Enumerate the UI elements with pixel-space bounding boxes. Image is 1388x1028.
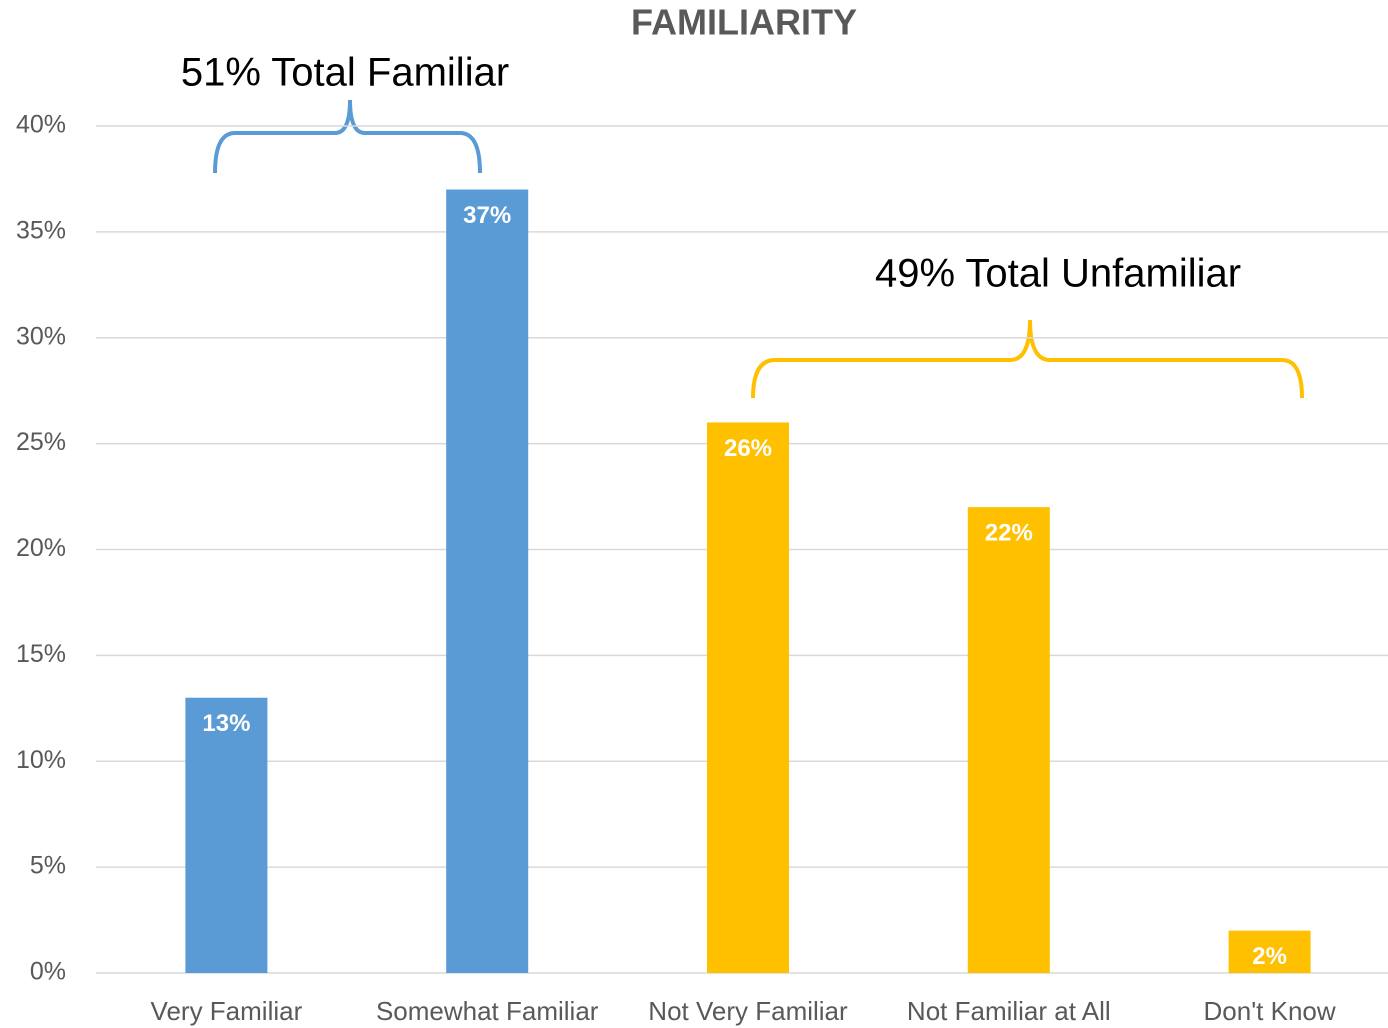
value-label: 37%	[463, 202, 511, 229]
value-label: 22%	[985, 519, 1033, 546]
annotation: 51% Total Familiar	[181, 51, 509, 95]
x-tick-label: Very Familiar	[151, 996, 303, 1026]
x-tick-label: Don't Know	[1204, 996, 1336, 1026]
bar	[707, 422, 789, 973]
y-tick-label: 5%	[30, 852, 66, 880]
chart-title: FAMILIARITY	[631, 2, 857, 43]
y-tick-label: 40%	[16, 111, 66, 139]
familiar-brace	[213, 99, 482, 174]
annotation: 49% Total Unfamiliar	[875, 252, 1241, 296]
value-label: 26%	[724, 435, 772, 462]
y-tick-label: 15%	[16, 640, 66, 668]
bar	[967, 507, 1050, 973]
y-tick-label: 0%	[30, 958, 66, 986]
bar	[1228, 930, 1311, 973]
value-label: 2%	[1252, 943, 1287, 970]
x-tick-label: Not Very Familiar	[648, 996, 848, 1026]
y-tick-label: 10%	[16, 746, 66, 774]
unfamiliar-brace	[751, 319, 1304, 399]
y-tick-label: 25%	[16, 428, 66, 456]
x-tick-label: Not Familiar at All	[907, 996, 1111, 1026]
y-tick-label: 30%	[16, 322, 66, 350]
bar	[446, 189, 529, 973]
value-label: 13%	[202, 710, 250, 737]
y-tick-label: 35%	[16, 216, 66, 244]
y-tick-label: 20%	[16, 534, 66, 562]
bar	[185, 697, 268, 973]
x-tick-label: Somewhat Familiar	[376, 996, 599, 1026]
